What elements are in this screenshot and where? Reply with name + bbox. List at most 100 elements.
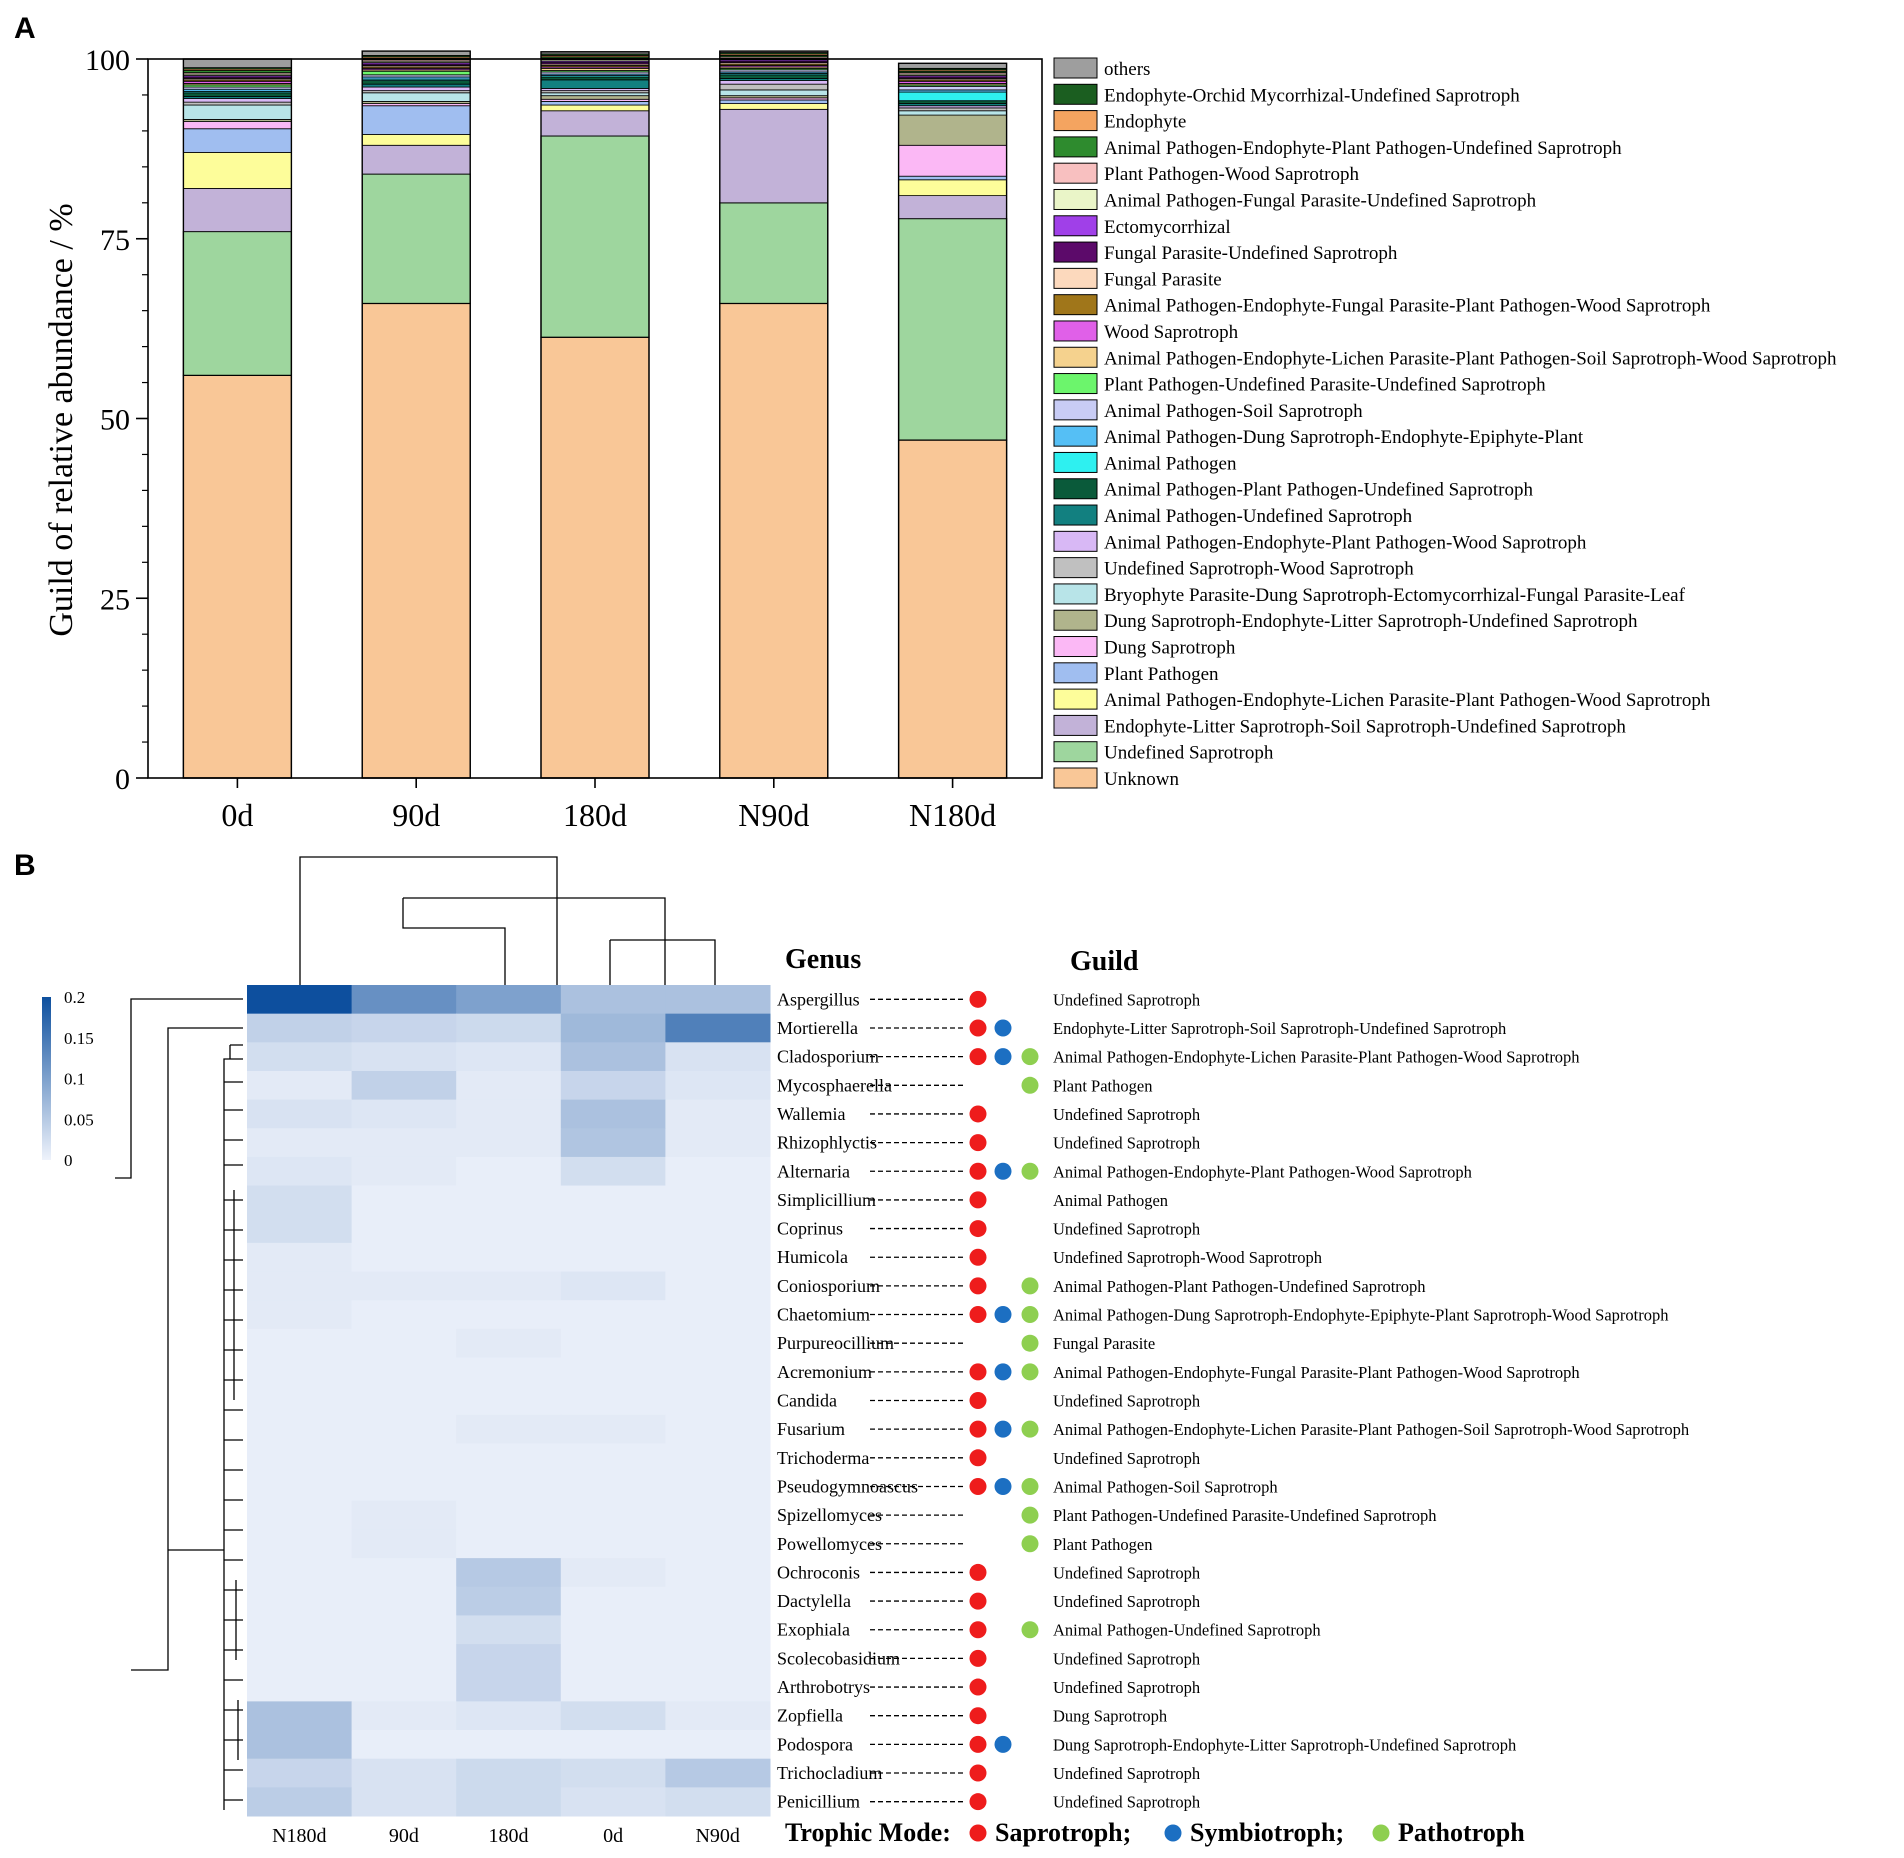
heatmap-cell xyxy=(560,1070,666,1101)
heatmap-row: Trichocladium Undefined Saprotroph xyxy=(777,1763,1201,1783)
bar-segment xyxy=(182,374,292,779)
heatmap-cell xyxy=(247,1042,353,1072)
legend-label: Animal Pathogen-Endophyte-Plant Pathogen… xyxy=(1104,138,1622,159)
bar-segment xyxy=(361,86,471,92)
guild-label: Dung Saprotroph xyxy=(1053,1707,1168,1726)
heatmap-cell xyxy=(247,1242,353,1273)
heatmap-cell xyxy=(456,1472,562,1502)
heatmap-cell xyxy=(665,1099,771,1129)
heatmap-cell xyxy=(560,1128,666,1158)
bar-segment xyxy=(540,79,650,89)
colorbar: 0.2 0.15 0.1 0.05 0 xyxy=(42,988,94,1170)
trophic-dot xyxy=(994,1420,1012,1438)
heatmap-cell xyxy=(351,1701,457,1731)
genus-label: Ochroconis xyxy=(777,1562,860,1582)
heatmap-cell xyxy=(351,1300,457,1330)
trophic-dot xyxy=(1021,1162,1039,1180)
heatmap-cell xyxy=(456,1443,562,1473)
heatmap-cell xyxy=(560,1013,666,1043)
bar-segment xyxy=(719,108,829,204)
heatmap-cell xyxy=(665,985,771,1015)
heatmap-cell xyxy=(351,1787,457,1817)
bar-segment xyxy=(361,83,471,88)
bar-segment xyxy=(898,195,1007,220)
legend-swatch xyxy=(1053,83,1098,105)
genus-label: Candida xyxy=(777,1391,837,1411)
trophic-dot xyxy=(1021,1048,1039,1066)
heatmap-cell xyxy=(351,1271,457,1301)
bar-segment xyxy=(361,80,471,85)
trophic-dot xyxy=(969,1477,987,1495)
genus-label: Chaetomium xyxy=(777,1305,870,1325)
guild-label: Undefined Saprotroph xyxy=(1053,990,1201,1009)
legend-label: Animal Pathogen-Dung Saprotroph-Endophyt… xyxy=(1104,427,1584,448)
trophic-dot xyxy=(969,1134,987,1152)
bar-segment xyxy=(540,104,650,112)
heatmap-cell xyxy=(560,1701,666,1731)
y-tick-label: 0 xyxy=(115,763,130,796)
bar-segment xyxy=(719,83,829,91)
genus-label: Dactylella xyxy=(777,1591,851,1611)
bar-segment xyxy=(540,92,650,97)
heatmap-cell xyxy=(247,1586,353,1616)
bar-stack-0d xyxy=(182,58,293,779)
bar-segment xyxy=(898,114,1007,146)
bar-segment xyxy=(182,101,292,106)
heatmap-cell xyxy=(351,1644,457,1674)
heatmap-cell xyxy=(351,1242,457,1273)
heatmap-cell xyxy=(247,1787,353,1817)
heatmap-cell xyxy=(247,1328,353,1359)
legend-label: Dung Saprotroph-Endophyte-Litter Saprotr… xyxy=(1104,611,1638,632)
heatmap-cell xyxy=(665,1615,771,1645)
heatmap-row: Wallemia Undefined Saprotroph xyxy=(777,1104,1201,1124)
bar-segment xyxy=(182,188,292,232)
legend-label: Endophyte-Litter Saprotroph-Soil Saprotr… xyxy=(1104,716,1626,737)
heatmap-cell xyxy=(560,1644,666,1674)
legend-swatch xyxy=(1053,741,1098,763)
heatmap-cell xyxy=(665,1672,771,1702)
trophic-dot xyxy=(969,1563,987,1581)
trophic-dot xyxy=(969,1277,987,1295)
bar-segment xyxy=(719,302,829,779)
trophic-dot xyxy=(1021,1420,1039,1438)
trophic-dot xyxy=(1021,1506,1039,1524)
genus-label: Coprinus xyxy=(777,1219,843,1239)
genus-header: Genus xyxy=(785,944,861,975)
heatmap-cell xyxy=(351,1443,457,1473)
heatmap-cell xyxy=(665,1701,771,1731)
legend-swatch xyxy=(1053,399,1098,421)
colorbar-tick-label: 0.2 xyxy=(64,988,85,1007)
genus-label: Trichocladium xyxy=(777,1763,882,1783)
legend-label: Animal Pathogen xyxy=(1104,453,1237,474)
heatmap-cell xyxy=(665,1787,771,1817)
heatmap-cell xyxy=(560,1787,666,1817)
heatmap-cell xyxy=(665,1070,771,1101)
heatmap-cell xyxy=(560,1529,666,1559)
heatmap-cell xyxy=(351,1386,457,1416)
genus-label: Zopfiella xyxy=(777,1706,843,1726)
legend-label: Animal Pathogen-Endophyte-Plant Pathogen… xyxy=(1104,532,1587,553)
genus-label: Scolecobasidium xyxy=(777,1648,900,1668)
heatmap-cell xyxy=(456,1156,562,1187)
trophic-dot xyxy=(994,1019,1012,1037)
heatmap-cell xyxy=(665,1214,771,1244)
legend-label: Animal Pathogen-Endophyte-Lichen Parasit… xyxy=(1104,690,1711,711)
heatmap-cell xyxy=(351,1586,457,1616)
bar-segment xyxy=(897,439,1008,779)
heatmap-cell xyxy=(456,1386,562,1416)
legend-swatch xyxy=(1053,557,1098,579)
heatmap-row: Chaetomium Animal Pathogen-Dung Saprotrop… xyxy=(777,1305,1669,1325)
heatmap-cell xyxy=(456,1672,562,1702)
heatmap-cell xyxy=(665,1529,771,1559)
heatmap-row: Arthrobotrys Undefined Saprotroph xyxy=(777,1677,1201,1697)
guild-label: Undefined Saprotroph xyxy=(1053,1678,1201,1697)
bar-segment xyxy=(361,302,471,779)
guild-label: Animal Pathogen-Endophyte-Plant Pathogen… xyxy=(1053,1162,1473,1181)
trophic-dot xyxy=(994,1048,1012,1066)
legend-swatch xyxy=(1053,504,1098,526)
legend-swatch xyxy=(1053,688,1098,710)
heatmap-row: Mycosphaerella Plant Pathogen xyxy=(777,1075,1152,1095)
heatmap-cell xyxy=(247,1758,353,1788)
bar-segment xyxy=(540,76,650,81)
